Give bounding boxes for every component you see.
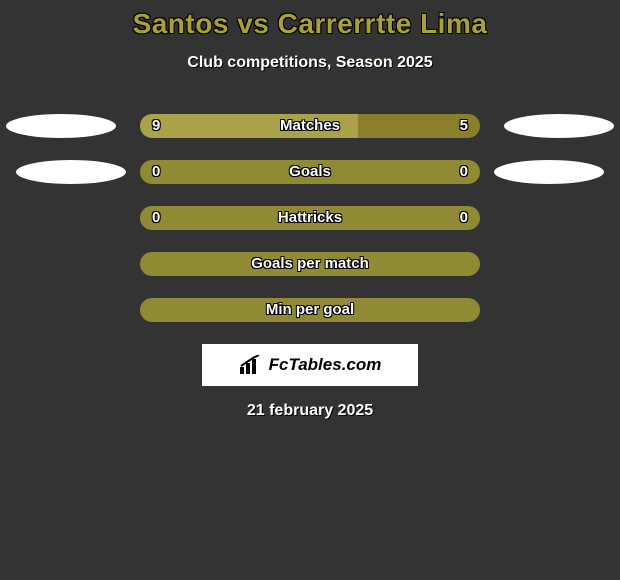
- stat-bar: Goals00: [140, 160, 480, 184]
- stat-bar: Matches95: [140, 114, 480, 138]
- logo-box: FcTables.com: [202, 344, 418, 386]
- chart-icon: [239, 355, 265, 375]
- bar-right-fill: [310, 160, 480, 184]
- right-ellipse: [494, 160, 604, 184]
- page-subtitle: Club competitions, Season 2025: [0, 54, 620, 72]
- bar-right-fill: [310, 206, 480, 230]
- bar-left-fill: [140, 206, 310, 230]
- date-label: 21 february 2025: [0, 402, 620, 420]
- stat-bar: Hattricks00: [140, 206, 480, 230]
- bar-left-fill: [140, 252, 480, 276]
- stat-rows: Matches95 Goals00 Hattricks00 Goals per mat…: [0, 114, 620, 322]
- left-ellipse: [16, 160, 126, 184]
- infographic-container: Santos vs Carrerrtte Lima Club competiti…: [0, 0, 620, 420]
- bar-left-fill: [140, 160, 310, 184]
- bar-left-fill: [140, 114, 358, 138]
- stat-row: Goals per match: [0, 252, 620, 276]
- page-title: Santos vs Carrerrtte Lima: [0, 8, 620, 40]
- left-ellipse: [6, 114, 116, 138]
- stat-row: Goals00: [0, 160, 620, 184]
- right-ellipse: [504, 114, 614, 138]
- stat-row: Matches95: [0, 114, 620, 138]
- stat-row: Hattricks00: [0, 206, 620, 230]
- logo-text: FcTables.com: [269, 355, 382, 375]
- stat-row: Min per goal: [0, 298, 620, 322]
- stat-bar: Min per goal: [140, 298, 480, 322]
- stat-bar: Goals per match: [140, 252, 480, 276]
- bar-right-fill: [358, 114, 480, 138]
- bar-left-fill: [140, 298, 480, 322]
